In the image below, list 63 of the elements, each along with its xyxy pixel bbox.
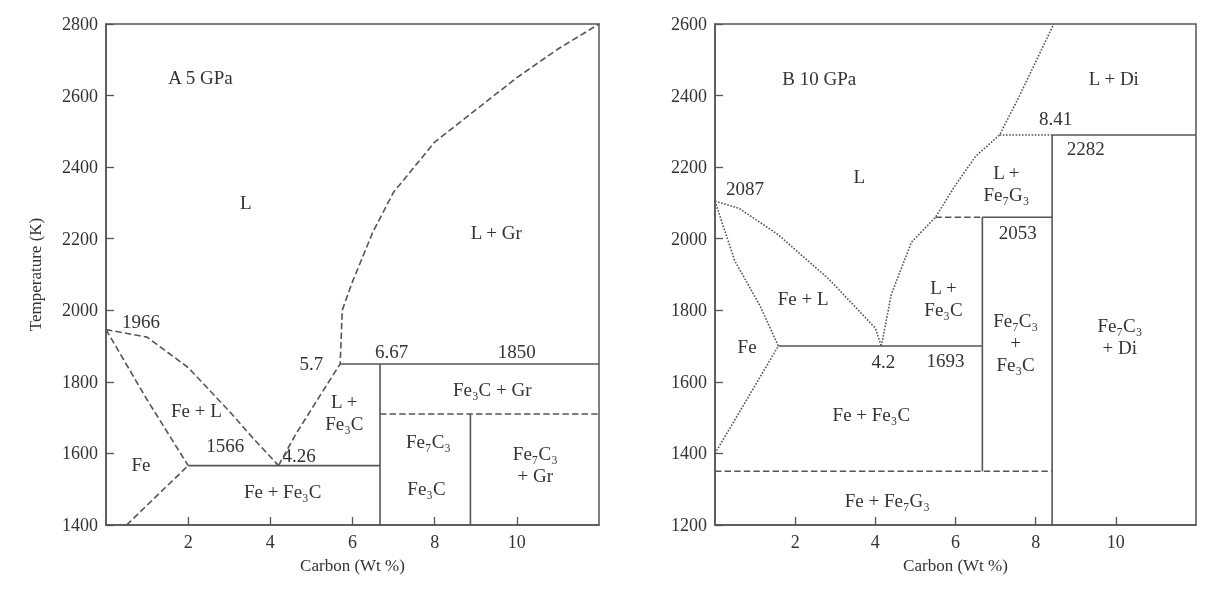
x-axis-title: Carbon (Wt %) [300,556,405,575]
y-tick-label: 2600 [62,85,98,106]
annotation: 1850 [497,340,536,362]
y-tick-label: 2400 [671,85,707,106]
annotation: Fe₇C₃ + Fe₃C [993,310,1039,376]
annotation: Fe + L [777,287,829,309]
x-tick-label: 2 [183,532,193,552]
annotation: 2087 [726,178,765,200]
annotation: 1966 [121,310,160,332]
annotation: Fe₇C₃ + Di [1097,314,1143,358]
annotation: Fe₃C [407,478,446,499]
x-tick-label: 8 [430,532,440,552]
annotation: 8.41 [1039,107,1073,129]
annotation: 4.26 [282,444,316,466]
x-tick-label: 4 [870,532,880,552]
annotation: 5.7 [299,352,324,374]
x-tick-label: 6 [348,532,357,552]
y-tick-label: 1200 [671,515,707,535]
y-tick-label: 2600 [671,14,707,34]
annotation: 1566 [206,434,245,456]
annotation: Fe [737,336,757,358]
y-axis-title: Temperature (K) [26,217,45,332]
annotation: Fe₃C + Gr [452,379,533,401]
annotation: Fe + Fe₇G₃ [844,489,930,511]
annotation: Fe + Fe₃C [243,480,322,502]
x-tick-label: 4 [265,532,275,552]
annotation: Fe + Fe₃C [832,403,911,425]
annotation: L + Fe₇G₃ [983,161,1030,205]
y-tick-label: 2000 [62,300,98,321]
y-tick-label: 2200 [62,228,98,249]
x-tick-label: 2 [790,532,800,552]
annotation: 2053 [998,222,1037,244]
x-axis-title: Carbon (Wt %) [903,556,1008,575]
annotation: A 5 GPa [168,67,234,89]
annotation: Fe₇C₃ [406,431,451,453]
y-tick-label: 1400 [62,515,98,535]
annotation: Fe + L [170,399,222,421]
annotation: L + Gr [470,222,523,244]
y-tick-label: 2200 [671,157,707,178]
y-tick-label: 2400 [62,157,98,178]
x-tick-label: 10 [1106,532,1125,552]
annotation: Fe₇C₃ + Gr [512,443,558,487]
y-tick-label: 2800 [62,14,98,34]
annotation: L + Di [1088,67,1139,89]
x-tick-label: 6 [951,532,960,552]
annotation: L [853,165,866,187]
annotation: 6.67 [374,340,409,362]
annotation: L [239,192,252,214]
y-tick-label: 1400 [671,443,707,464]
y-tick-label: 2000 [671,228,707,249]
annotation: Fe [131,454,151,476]
y-tick-label: 1600 [62,443,98,464]
annotation: L + Fe₃C [924,276,963,320]
annotation: 2282 [1066,138,1105,160]
annotation: 1693 [926,350,965,372]
x-tick-label: 8 [1031,532,1041,552]
annotation: B 10 GPa [782,67,857,89]
annotation: L + Fe₃C [325,391,364,435]
y-tick-label: 1800 [671,300,707,321]
y-tick-label: 1800 [62,371,98,392]
annotation: 4.2 [871,351,896,373]
y-tick-label: 1600 [671,371,707,392]
x-tick-label: 10 [507,532,526,552]
